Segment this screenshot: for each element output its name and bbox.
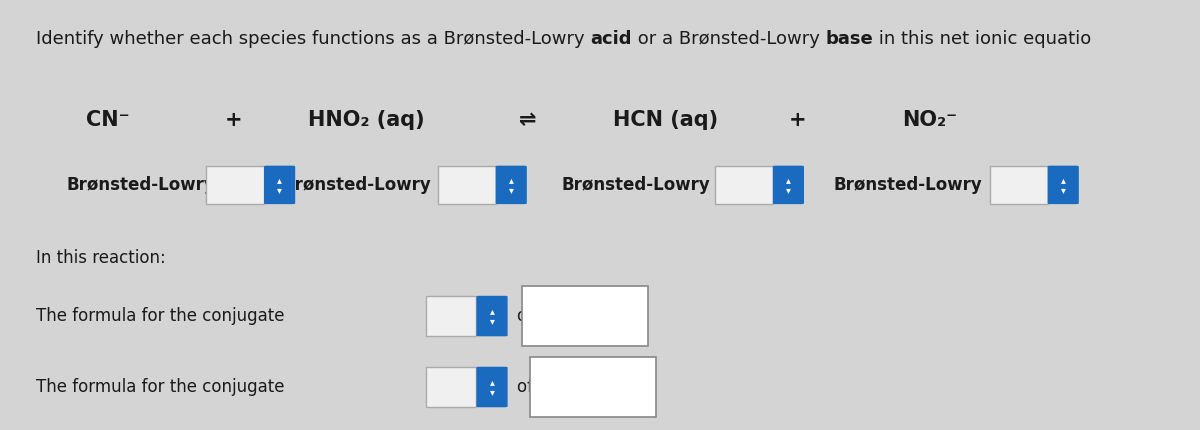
Text: ▴: ▴	[277, 175, 282, 185]
Text: base: base	[826, 30, 874, 48]
Text: +: +	[790, 111, 806, 130]
FancyBboxPatch shape	[715, 166, 773, 204]
Text: or a Brønsted-Lowry: or a Brønsted-Lowry	[632, 30, 826, 48]
Text: NO₂⁻: NO₂⁻	[902, 111, 958, 130]
FancyBboxPatch shape	[476, 367, 508, 407]
Text: ▴: ▴	[490, 377, 494, 387]
FancyBboxPatch shape	[206, 166, 264, 204]
Text: ▴: ▴	[786, 175, 791, 185]
Text: +: +	[226, 111, 242, 130]
Text: Identify whether each species functions as a Brønsted-Lowry: Identify whether each species functions …	[36, 30, 590, 48]
Text: HCN (aq): HCN (aq)	[613, 111, 719, 130]
Text: Brønsted-Lowry: Brønsted-Lowry	[834, 176, 983, 194]
Text: ▾: ▾	[277, 185, 282, 195]
Text: ▴: ▴	[509, 175, 514, 185]
FancyBboxPatch shape	[426, 366, 476, 408]
FancyBboxPatch shape	[773, 166, 804, 204]
FancyBboxPatch shape	[530, 357, 656, 417]
FancyBboxPatch shape	[438, 166, 496, 204]
FancyBboxPatch shape	[990, 166, 1048, 204]
Text: acid: acid	[590, 30, 632, 48]
Text: CN⁻: CN⁻	[86, 111, 130, 130]
FancyBboxPatch shape	[1048, 166, 1079, 204]
Text: of HNO₂ is: of HNO₂ is	[517, 378, 602, 396]
Text: ▾: ▾	[490, 387, 494, 397]
Text: HNO₂ (aq): HNO₂ (aq)	[307, 111, 425, 130]
Text: Brønsted-Lowry: Brønsted-Lowry	[66, 176, 215, 194]
Text: in this net ionic equatio: in this net ionic equatio	[874, 30, 1092, 48]
Text: The formula for the conjugate: The formula for the conjugate	[36, 307, 284, 325]
FancyBboxPatch shape	[476, 296, 508, 336]
Text: ▾: ▾	[786, 185, 791, 195]
Text: ⇌: ⇌	[520, 111, 536, 130]
FancyBboxPatch shape	[496, 166, 527, 204]
Text: ▾: ▾	[1061, 185, 1066, 195]
Text: ▾: ▾	[490, 316, 494, 326]
FancyBboxPatch shape	[522, 286, 648, 346]
FancyBboxPatch shape	[426, 296, 476, 336]
Text: Brønsted-Lowry: Brønsted-Lowry	[282, 176, 431, 194]
Text: In this reaction:: In this reaction:	[36, 249, 166, 267]
Text: ▴: ▴	[1061, 175, 1066, 185]
Text: The formula for the conjugate: The formula for the conjugate	[36, 378, 284, 396]
Text: ▴: ▴	[490, 306, 494, 316]
FancyBboxPatch shape	[264, 166, 295, 204]
Text: ▾: ▾	[509, 185, 514, 195]
Text: Brønsted-Lowry: Brønsted-Lowry	[562, 176, 710, 194]
Text: of CN⁻ is: of CN⁻ is	[517, 307, 590, 325]
